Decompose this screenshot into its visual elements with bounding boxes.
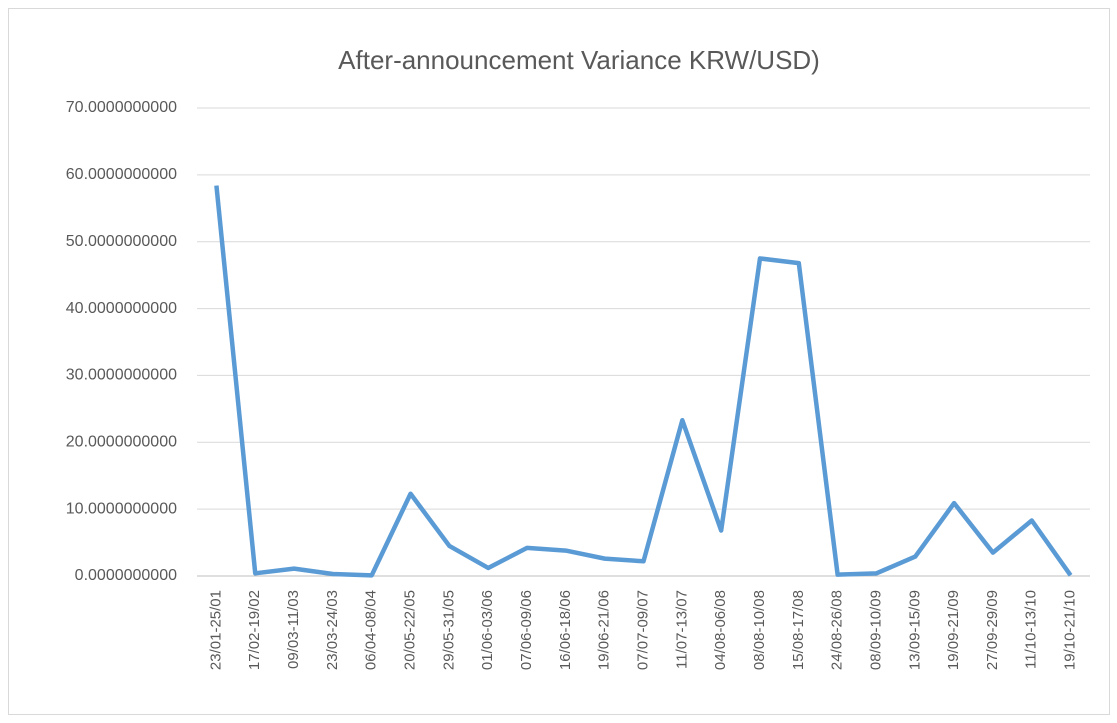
x-tick-label: 04/08-06/08 [712,590,729,670]
x-tick-label: 17/02-19/02 [246,590,263,670]
y-tick-label: 40.0000000000 [66,300,177,317]
x-tick-label: 16/06-18/06 [557,590,574,670]
chart-title: After-announcement Variance KRW/USD) [338,45,820,75]
x-tick-label: 07/06-09/06 [518,590,535,670]
x-tick-label: 08/09-10/09 [867,590,884,670]
x-tick-label: 20/05-22/05 [402,590,419,670]
x-tick-label: 29/05-31/05 [440,590,457,670]
x-tick-label: 13/09-15/09 [906,590,923,670]
chart-border [8,8,1110,715]
x-tick-label: 23/03-24/03 [324,590,341,670]
y-tick-label: 20.0000000000 [66,434,177,451]
y-tick-label: 70.0000000000 [66,99,177,116]
x-tick-label: 09/03-11/03 [285,590,302,669]
x-tick-label: 01/06-03/06 [479,590,496,670]
x-tick-label: 06/04-08/04 [363,590,380,670]
y-tick-label: 50.0000000000 [66,233,177,250]
x-tick-label: 23/01-25/01 [207,590,224,670]
x-tick-label: 19/09-21/09 [945,590,962,670]
y-tick-label: 10.0000000000 [66,500,177,517]
data-line [214,185,1073,578]
x-tick-label: 11/10-13/10 [1023,590,1040,669]
x-tick-label: 19/06-21/06 [596,590,613,670]
y-tick-label: 0.0000000000 [75,567,177,584]
x-tick-label: 24/08-26/08 [829,590,846,670]
y-tick-label: 60.0000000000 [66,166,177,183]
x-tick-label: 15/08-17/08 [790,590,807,670]
x-tick-label: 11/07-13/07 [673,590,690,669]
x-tick-label: 08/08-10/08 [751,590,768,670]
x-tick-label: 27/09-29/09 [984,590,1001,670]
x-tick-label: 07/07-09/07 [634,590,651,670]
x-tick-label: 19/10-21/10 [1062,590,1079,670]
y-tick-label: 30.0000000000 [66,367,177,384]
